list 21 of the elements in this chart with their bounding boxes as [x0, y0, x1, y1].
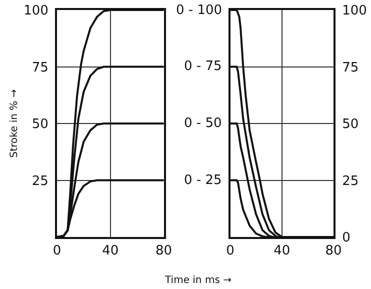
x-tick-label: 80 — [155, 244, 172, 259]
y-tick-label: 100 — [24, 4, 48, 19]
x-tick-label: 0 — [226, 244, 234, 259]
y-tick-label: 25 — [32, 174, 48, 189]
x-tick-label: 40 — [274, 244, 290, 259]
y-tick-label: 0 — [342, 230, 350, 246]
text: 0 - 75 — [184, 59, 222, 74]
y-axis-title: Stroke in % → — [9, 89, 20, 158]
x-tick-label: 0 — [52, 244, 62, 259]
text: 0 - 25 — [184, 173, 222, 188]
y-tick-label: 100 — [342, 4, 367, 19]
text: 0 - 100 — [176, 3, 222, 18]
y-tick-label: 75 — [32, 60, 48, 76]
y-tick-label: 75 — [342, 60, 359, 76]
text: 0 - 50 — [184, 116, 222, 131]
x-tick-label: 80 — [325, 244, 342, 259]
y-tick-label: 25 — [342, 174, 359, 189]
x-axis-title: Time in ms → — [164, 275, 232, 286]
y-tick-label: 50 — [32, 117, 48, 132]
x-tick-label: 40 — [102, 244, 119, 259]
y-tick-label: 50 — [342, 117, 359, 132]
